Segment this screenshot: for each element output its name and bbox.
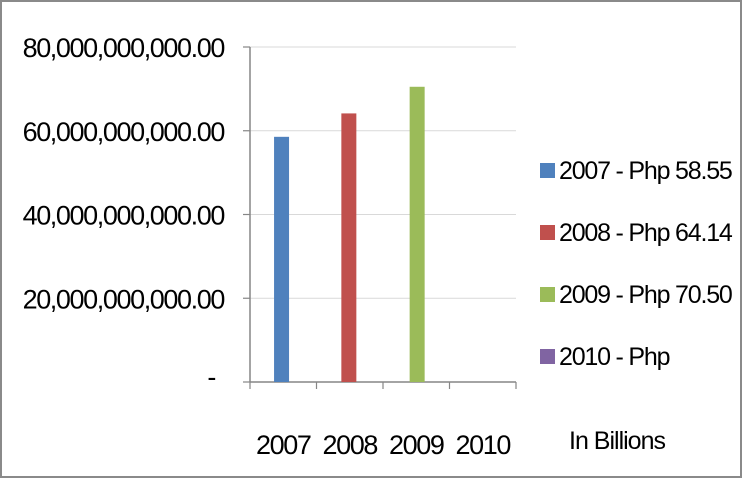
y-tick-label: 60,000,000,000.00 <box>23 117 225 147</box>
legend-swatch <box>540 163 555 178</box>
legend-label: 2010 - Php <box>559 343 670 371</box>
y-tick-label: 80,000,000,000.00 <box>23 33 225 63</box>
bar <box>274 136 290 382</box>
x-tick-label: 2007 <box>256 430 311 460</box>
chart-frame: 80,000,000,000.00 60,000,000,000.00 40,000… <box>0 0 742 478</box>
legend-swatch <box>540 349 555 364</box>
bar <box>409 86 425 382</box>
y-tick-label: 20,000,000,000.00 <box>23 284 225 314</box>
bar-chart: 80,000,000,000.00 60,000,000,000.00 40,000… <box>23 33 735 460</box>
legend-swatch <box>540 287 555 302</box>
x-tick-label: 2009 <box>389 430 444 460</box>
x-tick-label: 2010 <box>456 430 511 460</box>
legend-label: 2008 - Php 64.14 <box>559 219 733 247</box>
units-note: In Billions <box>569 427 665 455</box>
legend-label: 2009 - Php 70.50 <box>559 281 732 309</box>
x-tick-label: 2008 <box>323 430 378 460</box>
bar <box>341 113 357 382</box>
legend-swatch <box>540 225 555 240</box>
legend-label: 2007 - Php 58.55 <box>559 157 732 185</box>
y-tick-label: 40,000,000,000.00 <box>23 201 225 231</box>
y-tick-label: - <box>207 362 215 392</box>
